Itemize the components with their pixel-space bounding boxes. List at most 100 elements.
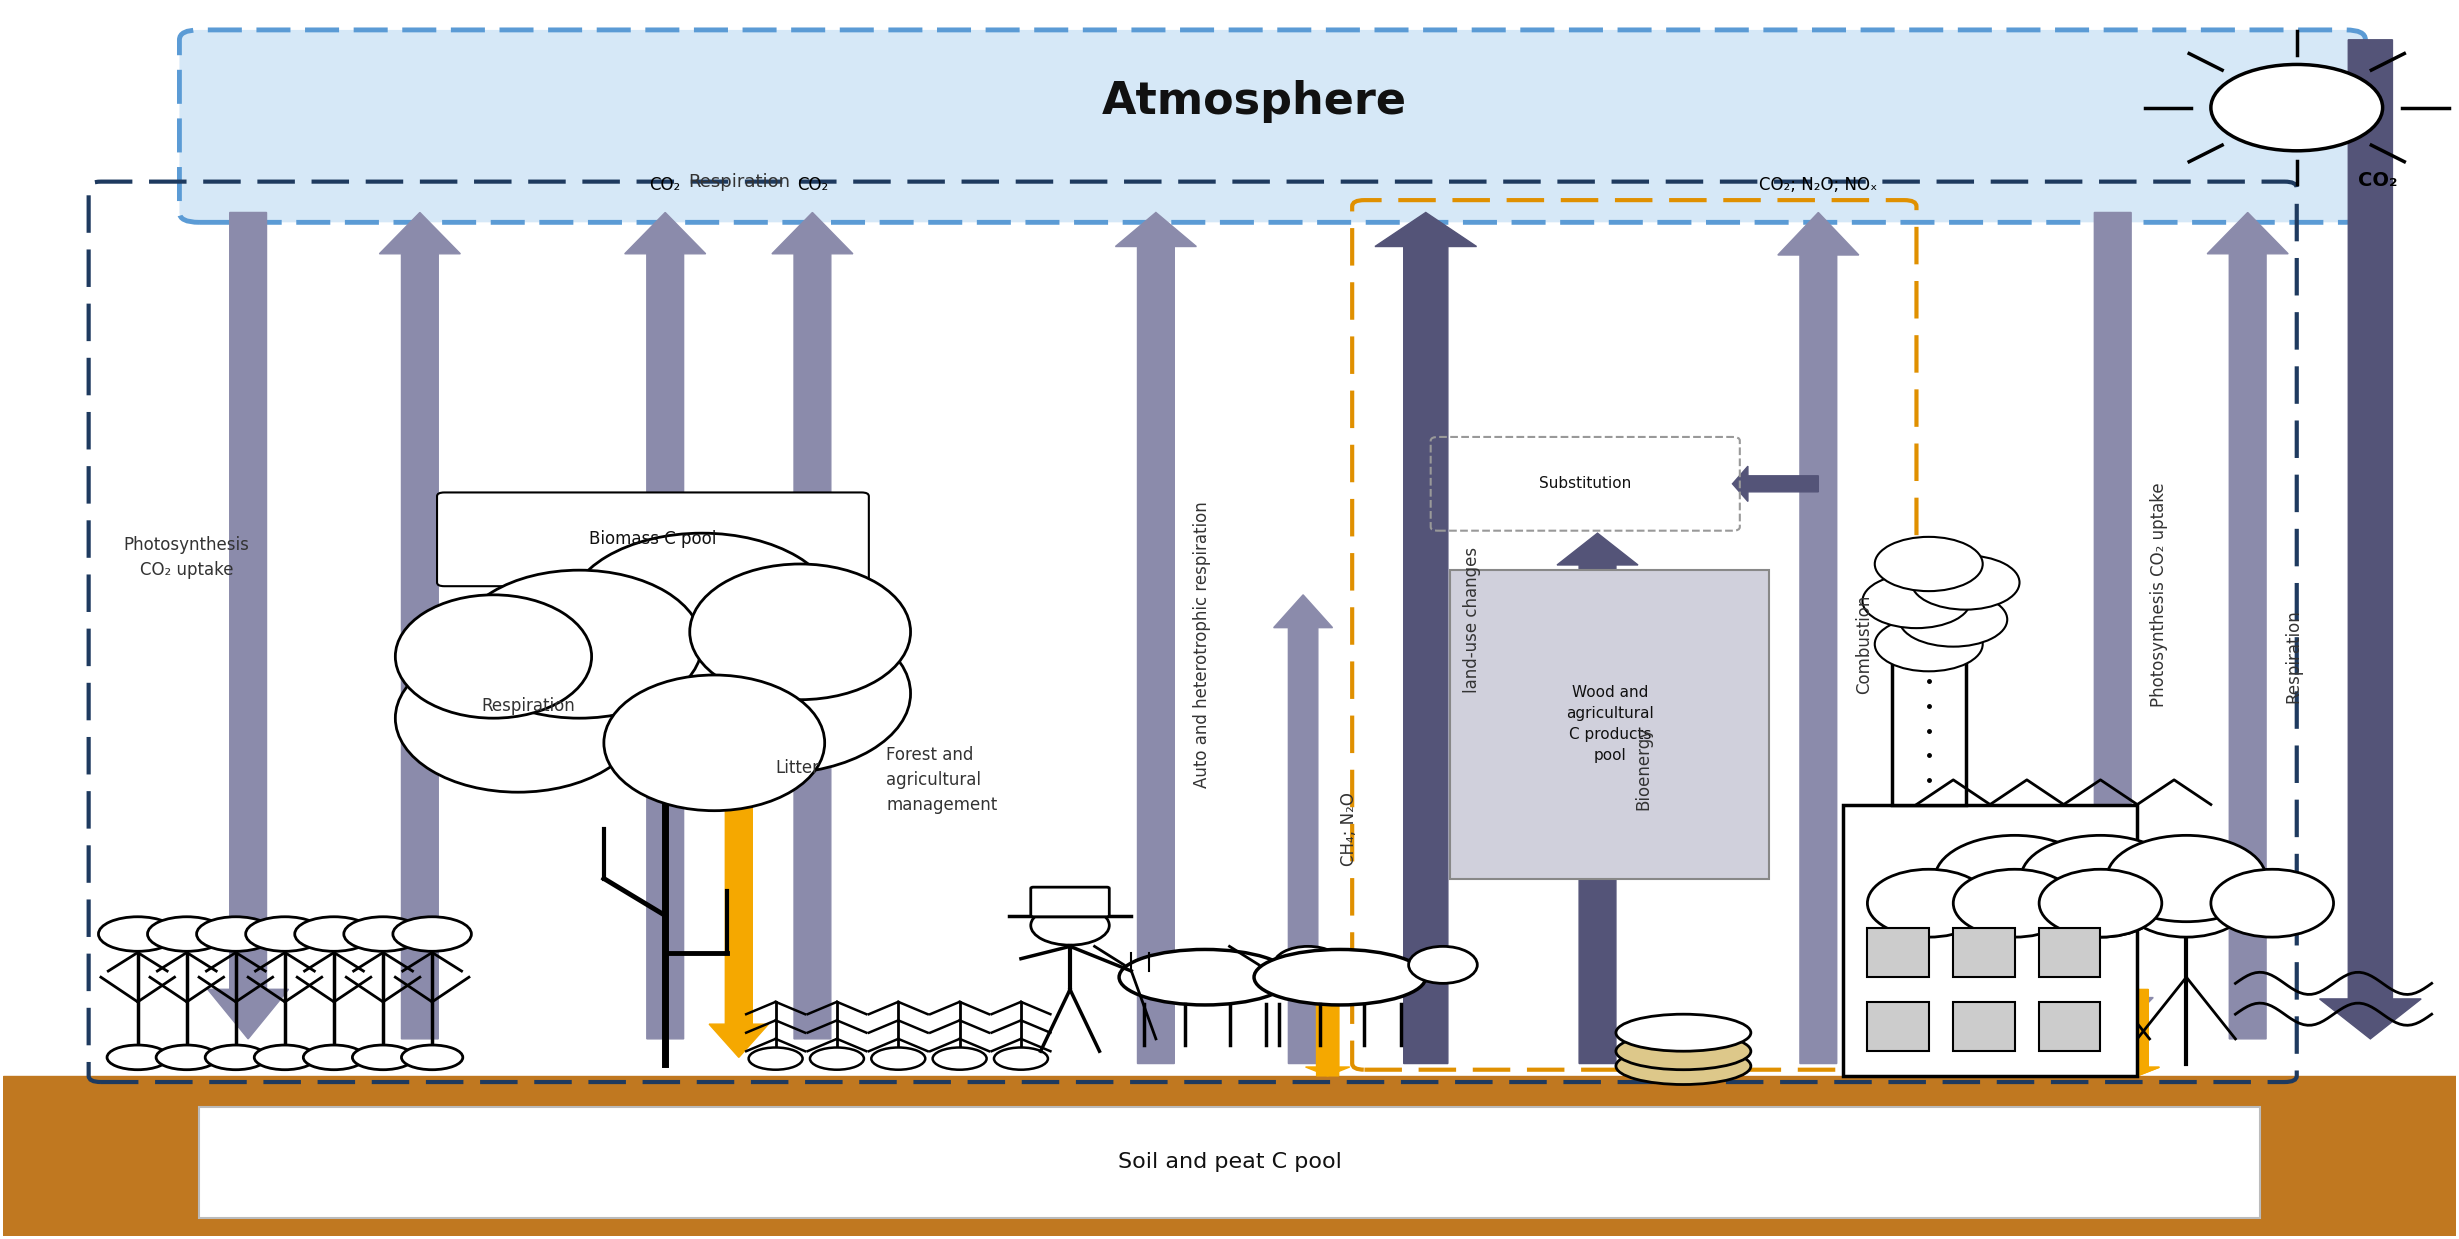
Text: CO₂; N₂O; NOₓ: CO₂; N₂O; NOₓ — [1758, 176, 1879, 195]
Ellipse shape — [2125, 870, 2248, 937]
Text: Wood and
agricultural
C products
pool: Wood and agricultural C products pool — [1566, 685, 1652, 763]
Bar — [1952, 1002, 2014, 1051]
Ellipse shape — [204, 1044, 266, 1069]
Ellipse shape — [148, 917, 226, 952]
Ellipse shape — [1254, 949, 1426, 1005]
Text: Soil and peat C pool: Soil and peat C pool — [1116, 1152, 1343, 1172]
Ellipse shape — [396, 644, 642, 792]
Bar — [1842, 804, 2137, 1075]
Text: Combustion: Combustion — [1854, 595, 1874, 694]
Ellipse shape — [2107, 835, 2267, 922]
Bar — [1952, 928, 2014, 978]
Ellipse shape — [993, 1047, 1048, 1069]
FancyArrow shape — [1274, 595, 1333, 1063]
Circle shape — [1911, 555, 2019, 610]
Ellipse shape — [482, 576, 799, 761]
FancyArrow shape — [2208, 212, 2289, 1038]
FancyArrow shape — [2115, 990, 2159, 1075]
FancyArrow shape — [1557, 533, 1638, 1063]
Text: Litter: Litter — [775, 758, 819, 777]
Ellipse shape — [1935, 835, 2095, 922]
Text: CO₂: CO₂ — [649, 176, 681, 195]
Ellipse shape — [344, 917, 423, 952]
FancyArrow shape — [1306, 990, 1350, 1075]
Ellipse shape — [1866, 870, 1989, 937]
Ellipse shape — [457, 570, 701, 719]
Ellipse shape — [393, 917, 472, 952]
Ellipse shape — [108, 1044, 167, 1069]
Text: CO₂: CO₂ — [2358, 171, 2398, 191]
FancyArrow shape — [207, 212, 288, 1038]
Ellipse shape — [689, 564, 910, 700]
Text: Atmosphere: Atmosphere — [1102, 81, 1407, 123]
Ellipse shape — [1119, 949, 1291, 1005]
Bar — [1866, 1002, 1928, 1051]
Ellipse shape — [932, 1047, 986, 1069]
Ellipse shape — [1616, 1032, 1751, 1069]
Text: CH₄; N₂O: CH₄; N₂O — [1340, 792, 1357, 866]
FancyArrow shape — [1375, 212, 1475, 1063]
Ellipse shape — [1274, 947, 1343, 984]
Ellipse shape — [401, 1044, 462, 1069]
FancyArrow shape — [625, 212, 706, 1038]
Ellipse shape — [197, 917, 275, 952]
Ellipse shape — [605, 675, 824, 810]
Ellipse shape — [352, 1044, 413, 1069]
Circle shape — [1861, 574, 1970, 628]
Ellipse shape — [1616, 1015, 1751, 1051]
Circle shape — [1030, 906, 1109, 945]
Ellipse shape — [1952, 870, 2075, 937]
FancyArrow shape — [2073, 212, 2154, 1038]
Text: CO₂: CO₂ — [797, 176, 829, 195]
Bar — [1891, 657, 1965, 804]
Ellipse shape — [98, 917, 177, 952]
Ellipse shape — [246, 917, 325, 952]
FancyBboxPatch shape — [1030, 887, 1109, 917]
Bar — [2, 1075, 2457, 1237]
Ellipse shape — [870, 1047, 925, 1069]
Text: Auto and heterotrophic respiration: Auto and heterotrophic respiration — [1193, 501, 1210, 788]
FancyArrow shape — [1734, 466, 1817, 502]
FancyBboxPatch shape — [180, 30, 2366, 222]
FancyArrow shape — [1778, 212, 1859, 1063]
Bar — [1866, 928, 1928, 978]
Ellipse shape — [396, 595, 593, 719]
Ellipse shape — [155, 1044, 216, 1069]
Circle shape — [1898, 592, 2007, 647]
Circle shape — [1874, 536, 1982, 591]
Ellipse shape — [809, 1047, 863, 1069]
Circle shape — [1874, 617, 1982, 672]
Text: Respiration: Respiration — [2284, 610, 2302, 704]
Ellipse shape — [2021, 835, 2181, 922]
Bar — [2039, 1002, 2100, 1051]
FancyArrow shape — [2115, 990, 2159, 1075]
Text: Photosynthesis
CO₂ uptake: Photosynthesis CO₂ uptake — [123, 536, 251, 580]
Text: Respiration: Respiration — [689, 172, 789, 191]
Text: Respiration: Respiration — [482, 696, 575, 715]
Text: Forest and
agricultural
management: Forest and agricultural management — [885, 746, 998, 814]
FancyArrow shape — [772, 212, 853, 1038]
Bar — [2039, 928, 2100, 978]
FancyArrow shape — [2319, 40, 2422, 1038]
Text: Bioenergy: Bioenergy — [1635, 726, 1652, 809]
Circle shape — [2211, 64, 2383, 151]
Ellipse shape — [642, 613, 910, 773]
Text: Substitution: Substitution — [1539, 476, 1630, 492]
FancyArrow shape — [1306, 965, 1350, 1075]
Ellipse shape — [2211, 870, 2334, 937]
Ellipse shape — [1409, 947, 1478, 984]
Text: Photosynthesis CO₂ uptake: Photosynthesis CO₂ uptake — [2149, 482, 2166, 707]
Text: Biomass C pool: Biomass C pool — [590, 530, 716, 549]
Ellipse shape — [1616, 1047, 1751, 1084]
Ellipse shape — [253, 1044, 315, 1069]
FancyArrow shape — [379, 212, 460, 1038]
Ellipse shape — [2039, 870, 2161, 937]
Ellipse shape — [295, 917, 374, 952]
FancyArrow shape — [708, 582, 770, 1057]
Bar — [1451, 570, 1770, 878]
Bar — [199, 1106, 2260, 1218]
Ellipse shape — [2039, 870, 2161, 937]
FancyArrow shape — [1116, 212, 1198, 1063]
Ellipse shape — [302, 1044, 364, 1069]
Text: land-use changes: land-use changes — [1463, 546, 1480, 693]
